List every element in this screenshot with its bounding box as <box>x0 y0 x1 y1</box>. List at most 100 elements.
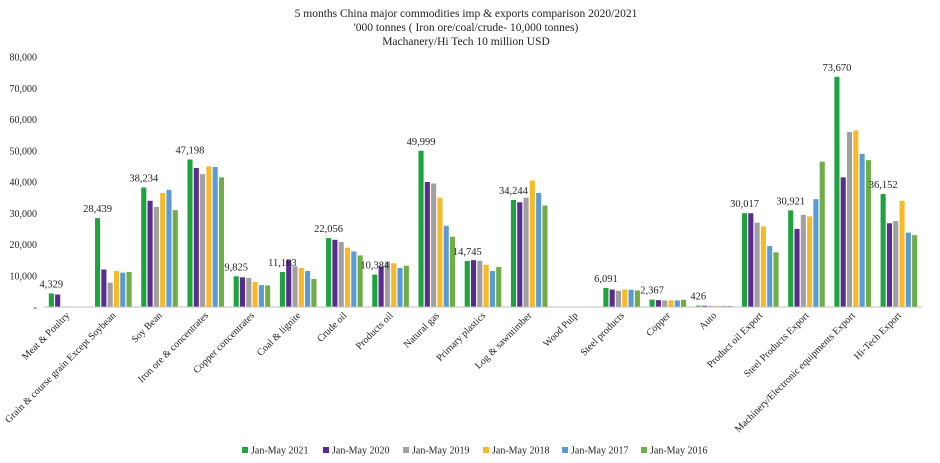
legend: Jan-May 2021 Jan-May 2020 Jan-May 2019 Jan-… <box>242 446 708 457</box>
bar-2016-1 <box>126 272 132 307</box>
y-tick-label: 40,000 <box>10 178 38 189</box>
bar-2016-4 <box>265 285 271 307</box>
bar-2016-3 <box>218 177 225 307</box>
bar-2017-15 <box>767 246 773 307</box>
bar-2020-13 <box>655 300 661 308</box>
legend-swatch <box>323 447 329 453</box>
bar-2017-16 <box>813 199 819 307</box>
data-label: 10,384 <box>360 261 390 272</box>
legend-swatch <box>403 447 409 453</box>
bar-2020-3 <box>193 167 199 307</box>
bar-2016-7 <box>403 265 409 307</box>
bar-2019-9 <box>477 260 483 307</box>
bar-2019-5 <box>292 266 298 308</box>
bar-2016-13 <box>681 299 687 307</box>
bar-2020-18 <box>886 223 892 307</box>
x-tick-label: Steel products <box>579 310 627 358</box>
bar-2018-5 <box>298 267 304 307</box>
bar-2021-9 <box>464 260 470 307</box>
y-tick-label: 70,000 <box>10 84 38 95</box>
bar-2021-14 <box>695 305 701 307</box>
bar-2018-14 <box>714 305 720 308</box>
data-label: 38,234 <box>129 174 159 185</box>
bar-2016-10 <box>542 205 548 307</box>
chart-subtitle-2: Machanery/Hi Tech 10 million USD <box>382 36 550 48</box>
bar-2017-18 <box>905 232 911 308</box>
bar-2019-16 <box>800 214 806 307</box>
bar-2021-3 <box>187 159 193 307</box>
x-tick-label: Products oil <box>354 310 396 352</box>
x-tick-label: Wood Pulp <box>541 310 580 349</box>
bar-2018-6 <box>344 247 351 308</box>
bar-2019-17 <box>846 132 853 307</box>
bar-2021-7 <box>372 274 378 307</box>
bar-2020-0 <box>55 294 61 307</box>
bar-2021-6 <box>326 238 332 307</box>
bar-2017-2 <box>166 189 172 307</box>
bar-2019-15 <box>754 222 760 308</box>
bar-2020-17 <box>840 177 846 307</box>
bar-2017-17 <box>859 153 865 308</box>
bar-2020-6 <box>332 239 338 307</box>
bar-2020-1 <box>101 269 107 307</box>
bar-2018-13 <box>668 300 674 307</box>
x-tick-label: Meat & Poultry <box>20 310 72 362</box>
bar-2017-1 <box>120 272 126 308</box>
data-label: 30,921 <box>776 196 805 207</box>
bar-2017-7 <box>397 267 403 307</box>
bar-2018-3 <box>206 166 212 308</box>
bar-2021-16 <box>788 210 794 307</box>
bar-2016-8 <box>449 236 456 307</box>
bar-2020-7 <box>378 266 384 308</box>
y-axis: - 10,000 20,000 30,000 40,000 50,000 60,000 70,… <box>10 53 38 314</box>
bar-2019-14 <box>708 305 714 307</box>
x-tick-label: Coal & lignite <box>255 310 304 359</box>
bar-2017-6 <box>351 251 357 308</box>
x-tick-label: Natural gas <box>402 310 442 350</box>
legend-label: Jan-May 2018 <box>492 446 550 457</box>
bar-2016-9 <box>496 267 502 307</box>
bar-2019-1 <box>107 282 113 308</box>
bar-2018-8 <box>437 197 443 308</box>
bar-2021-1 <box>95 218 101 307</box>
bar-2021-8 <box>418 150 424 307</box>
bar-2016-16 <box>819 161 825 307</box>
bar-2021-15 <box>741 213 748 307</box>
data-label: 9,825 <box>224 262 248 273</box>
data-label: 34,244 <box>499 186 529 197</box>
y-tick-label: 50,000 <box>10 146 38 157</box>
data-label: 30,017 <box>730 199 759 210</box>
legend-label: Jan-May 2016 <box>650 446 708 457</box>
bar-2018-2 <box>160 192 166 307</box>
bar-2020-5 <box>286 260 292 308</box>
bar-2017-4 <box>258 285 264 308</box>
bar-2019-2 <box>153 207 159 307</box>
bar-2021-2 <box>141 187 147 307</box>
data-label: 2,367 <box>640 286 664 297</box>
bar-2020-10 <box>517 202 523 307</box>
bar-2016-18 <box>912 235 918 308</box>
bar-2020-12 <box>609 289 615 307</box>
bar-2019-6 <box>338 242 344 307</box>
bar-2021-13 <box>649 299 655 307</box>
bar-2016-14 <box>727 305 733 307</box>
bar-2021-5 <box>279 272 285 307</box>
bar-2021-12 <box>603 287 609 307</box>
y-tick-label: - <box>34 303 37 314</box>
bar-2019-7 <box>384 261 390 307</box>
bar-2018-4 <box>252 282 258 307</box>
bar-2018-17 <box>853 130 859 307</box>
bar-2017-3 <box>212 167 218 307</box>
data-label: 47,198 <box>176 146 205 157</box>
bar-2021-17 <box>834 76 840 307</box>
bar-2016-6 <box>357 255 363 307</box>
bar-2018-10 <box>529 180 535 307</box>
bar-2019-8 <box>431 183 437 307</box>
chart-subtitle: '000 tonnes ( Iron ore/coal/crude- 10,00… <box>354 22 579 34</box>
bar-2016-2 <box>172 210 178 308</box>
bar-2021-10 <box>510 199 517 307</box>
y-tick-label: 30,000 <box>10 209 38 220</box>
bar-2018-16 <box>807 216 813 308</box>
